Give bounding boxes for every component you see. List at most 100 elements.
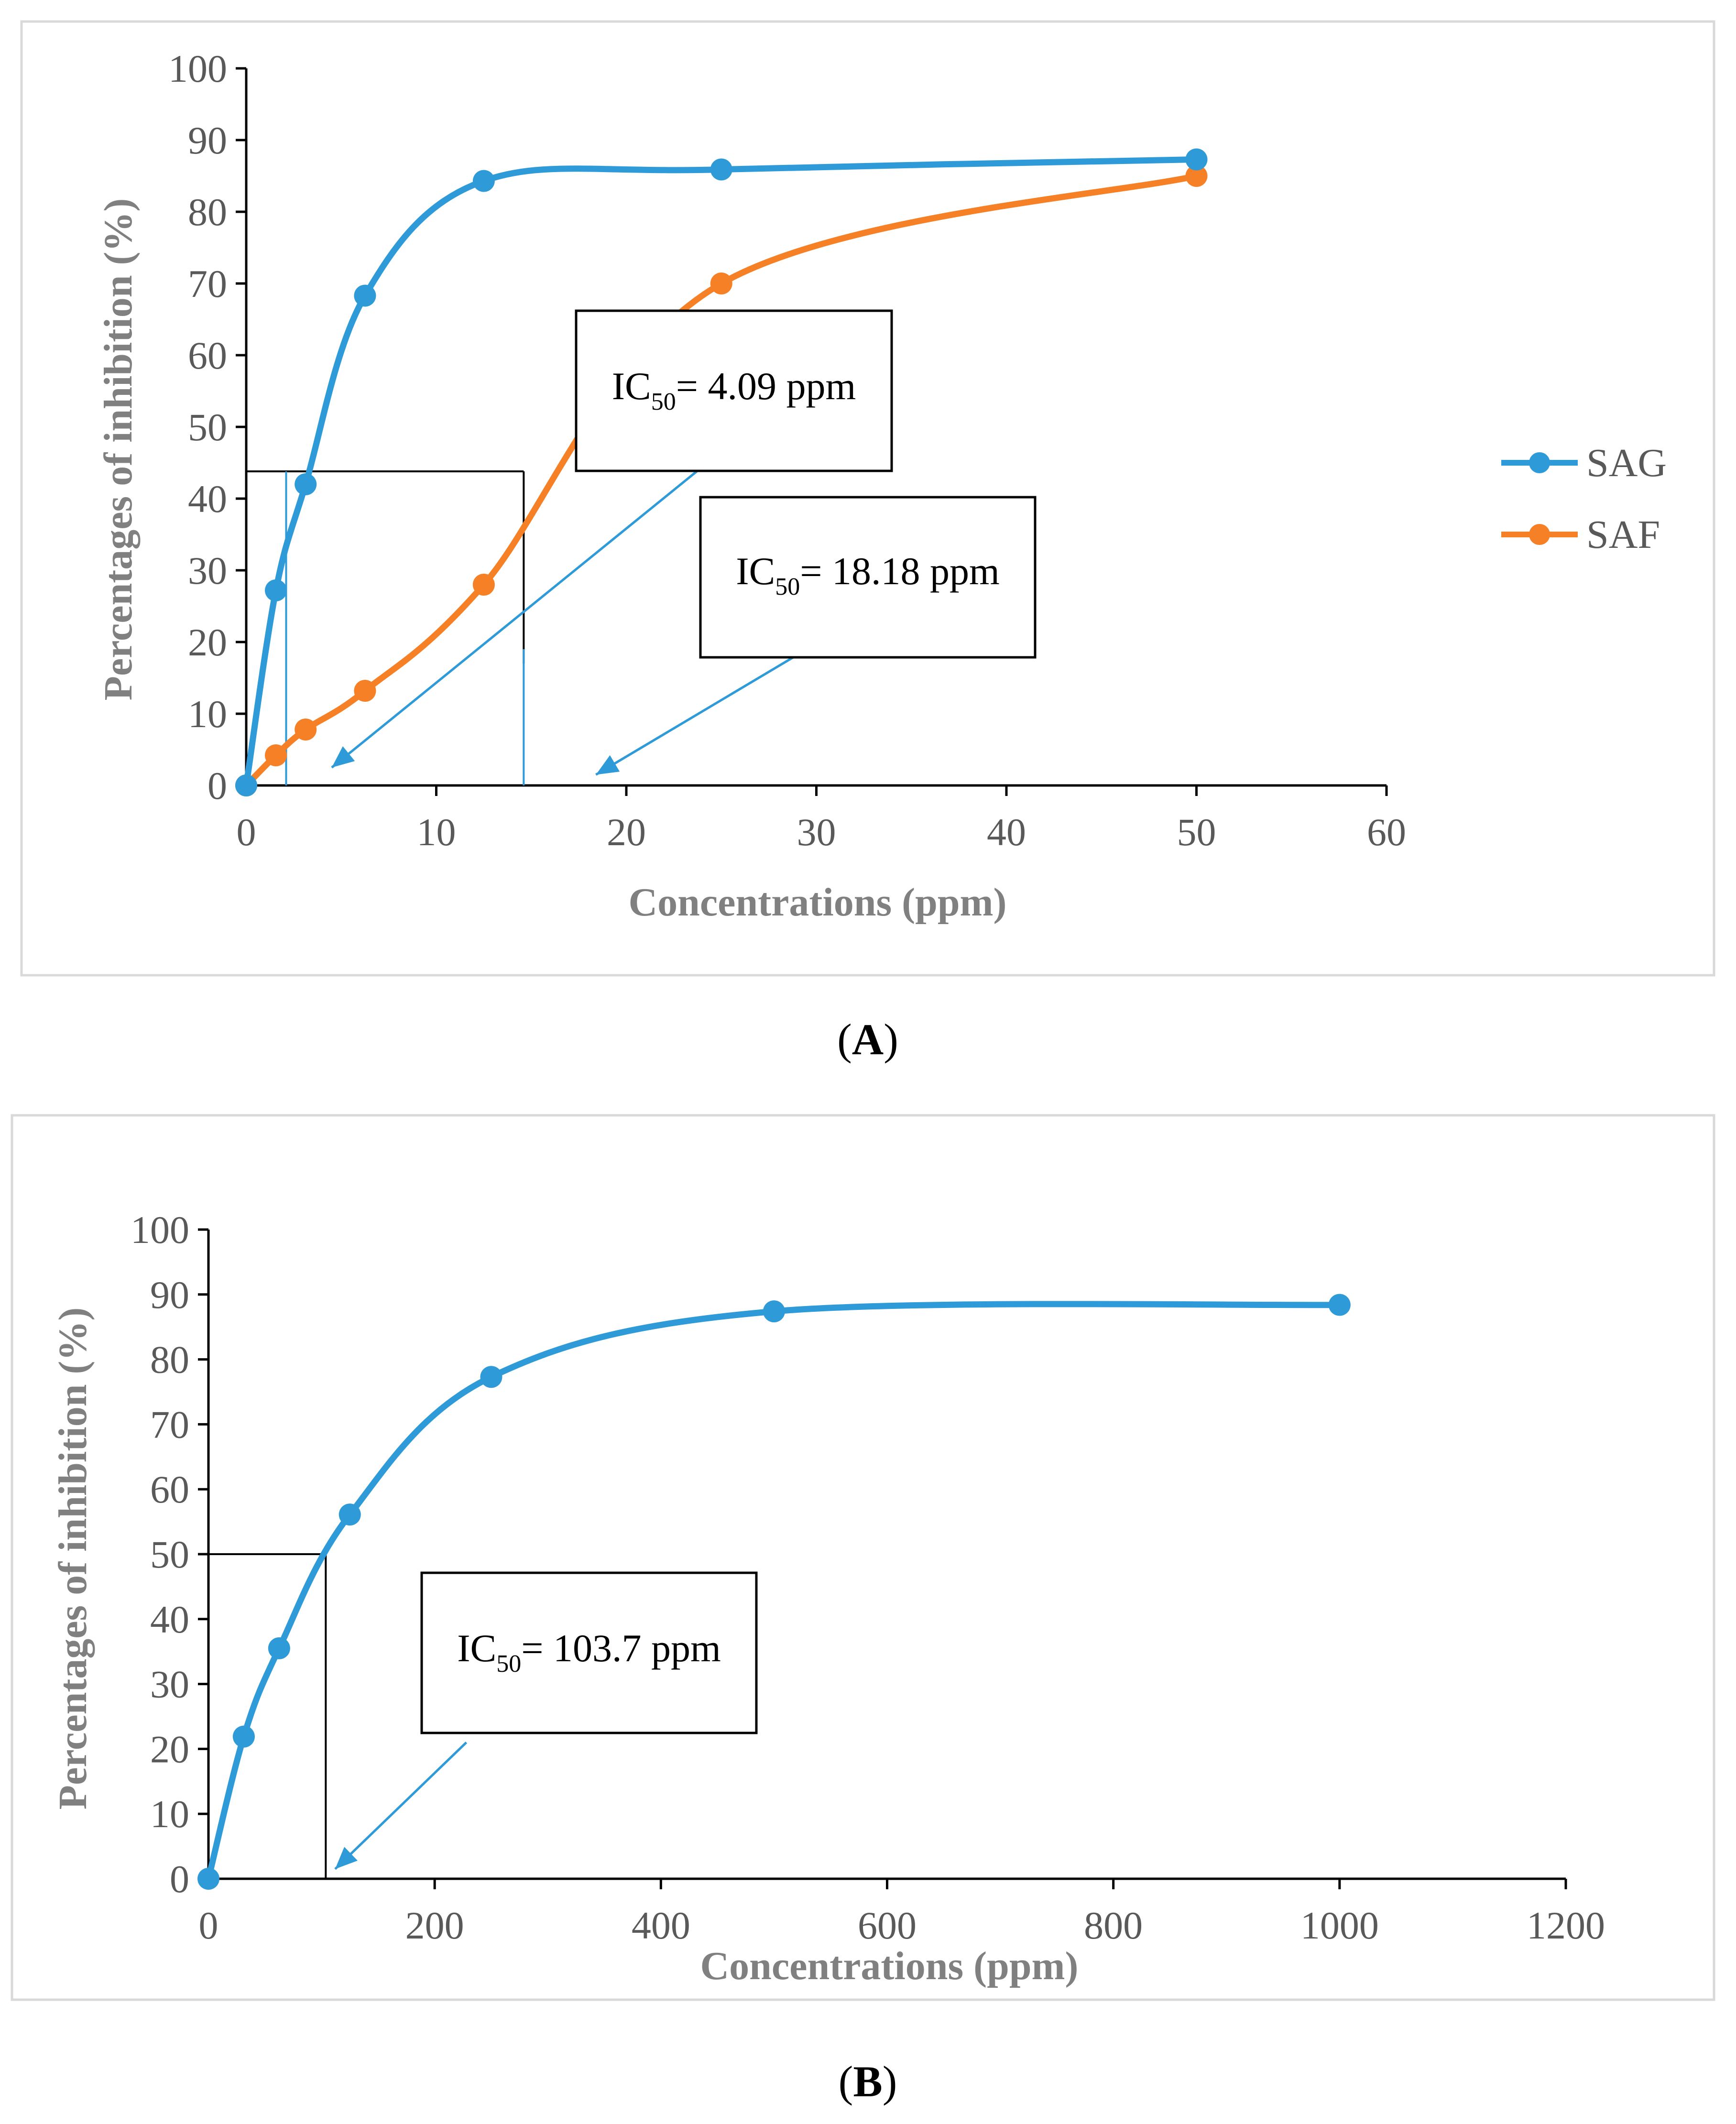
y-tick-label-a: 70 (188, 262, 227, 305)
data-point-saf-a (354, 680, 376, 702)
y-tick-label-a: 60 (188, 334, 227, 377)
ic50-label-saf: IC50= 18.18 ppm (736, 549, 1000, 600)
y-tick-label-a: 90 (188, 119, 227, 162)
ic50-prefix-saf: IC (736, 549, 775, 593)
chart-b-ylabel: Percentages of inhibition (%) (51, 1307, 95, 1810)
legend-label-sag: SAG (1586, 441, 1667, 485)
ic50-label-sag: IC50= 4.09 ppm (612, 364, 856, 415)
series-line-sag-a (243, 156, 1200, 789)
y-tick-label-a: 80 (188, 190, 227, 234)
ic50-sub-sag: 50 (651, 388, 676, 415)
panel-label-a: (A) (837, 1015, 898, 1064)
annotation-arrowhead-a-0 (331, 746, 355, 768)
legend-item-saf: SAF (1501, 512, 1660, 557)
annotation-arrowhead-a-1 (596, 755, 620, 775)
y-tick-label-b: 80 (150, 1338, 189, 1382)
y-tick-label-b: 70 (150, 1403, 189, 1446)
chart-panel-b: 0 200 400 600 800 1000 1200 0 10 20 30 40 50 60 70 80 90… (11, 1114, 1715, 2001)
data-point-sag-a (265, 579, 287, 601)
x-tick-label-b: 1200 (1527, 1904, 1605, 1947)
y-tick-label-b: 20 (150, 1727, 189, 1771)
ic50-value-sag: = 4.09 ppm (676, 364, 856, 408)
x-tick-label-a: 10 (417, 810, 456, 854)
data-point-sag-b (197, 1868, 219, 1890)
chart-a-frame (20, 20, 1715, 977)
series-line-saf-a (243, 173, 1200, 789)
data-point-sag-a (1185, 148, 1208, 171)
ic50-annotation-saf: IC50= 18.18 ppm (699, 496, 1037, 659)
panel-label-a-letter: A (852, 1015, 884, 1064)
y-tick-label-b: 60 (150, 1468, 189, 1511)
x-tick-label-b: 400 (632, 1904, 690, 1947)
y-tick-label-a: 10 (188, 692, 227, 736)
x-tick-label-a: 60 (1367, 810, 1406, 854)
legend-marker-sag (1529, 452, 1550, 473)
x-tick-label-a: 50 (1177, 810, 1216, 854)
y-tick-label-a: 40 (188, 477, 227, 521)
data-point-sag-b (268, 1637, 290, 1659)
y-tick-label-b: 50 (150, 1533, 189, 1576)
x-tick-label-a: 0 (237, 810, 256, 854)
legend: SAG SAF (1501, 441, 1667, 557)
x-tick-label-b: 1000 (1300, 1904, 1379, 1947)
panel-label-b-letter: B (853, 2057, 882, 2106)
data-point-sag-b (338, 1503, 361, 1526)
data-point-sag-a (710, 158, 732, 181)
y-tick-label-b: 30 (150, 1663, 189, 1706)
series-line-sag-b (205, 1301, 1343, 1882)
x-tick-label-b: 0 (199, 1904, 218, 1947)
x-tick-label-a: 20 (607, 810, 646, 854)
y-tick-label-a: 50 (188, 405, 227, 449)
y-tick-label-a: 100 (168, 47, 227, 90)
y-tick-label-a: 30 (188, 549, 227, 592)
plot-area-b: 0 200 400 600 800 1000 1200 0 10 20 30 40 50 60 70 80 90… (131, 1208, 1605, 1947)
y-tick-label-b: 0 (170, 1857, 189, 1901)
y-tick-label-b: 10 (150, 1792, 189, 1836)
data-point-sag-b (480, 1366, 502, 1388)
ic50-label-b: IC50= 103.7 ppm (457, 1626, 721, 1677)
legend-marker-saf (1529, 524, 1550, 545)
data-point-saf-a (295, 719, 317, 741)
ic50-annotation-b: IC50= 103.7 ppm (420, 1571, 758, 1734)
panel-label-b: (B) (839, 2057, 897, 2106)
data-point-saf-a (1185, 165, 1208, 187)
x-tick-label-a: 30 (797, 810, 836, 854)
plot-area-a: 0 10 20 30 40 50 60 0 10 20 30 40 50 60 70 80 90 100 (168, 47, 1406, 854)
chart-b-frame (11, 1114, 1715, 2001)
data-point-saf-a (710, 272, 732, 294)
x-tick-label-b: 800 (1084, 1904, 1143, 1947)
data-point-sag-b (232, 1725, 255, 1748)
ic50-value-saf: = 18.18 ppm (800, 549, 1000, 593)
x-tick-label-b: 600 (858, 1904, 917, 1947)
ic50-box-saf (699, 496, 1037, 659)
ic50-sub-saf: 50 (775, 573, 800, 600)
ic50-annotation-sag: IC50= 4.09 ppm (575, 309, 893, 472)
data-point-sag-a (235, 774, 257, 796)
chart-a-xlabel: Concentrations (ppm) (629, 880, 1007, 925)
chart-b-xlabel: Concentrations (ppm) (700, 1944, 1079, 1988)
x-tick-label-b: 200 (405, 1904, 464, 1947)
ic50-value-b: = 103.7 ppm (521, 1626, 721, 1670)
legend-item-sag: SAG (1501, 441, 1667, 485)
data-point-sag-b (1328, 1294, 1351, 1316)
y-tick-label-b: 40 (150, 1598, 189, 1641)
data-point-saf-a (472, 574, 495, 596)
ic50-box-sag (575, 309, 893, 472)
ic50-sub-b: 50 (496, 1650, 521, 1677)
legend-label-saf: SAF (1586, 512, 1660, 557)
data-point-sag-a (472, 170, 495, 192)
x-tick-label-a: 40 (987, 810, 1026, 854)
data-point-sag-a (295, 473, 317, 495)
chart-a-ylabel: Percentages of inhibition (%) (96, 198, 141, 701)
data-point-sag-b (763, 1300, 785, 1323)
y-tick-label-a: 0 (207, 764, 227, 807)
y-tick-label-a: 20 (188, 621, 227, 664)
ic50-prefix-b: IC (457, 1626, 496, 1670)
annotation-arrow-b-0 (334, 1742, 468, 1870)
chart-panel-a: 0 10 20 30 40 50 60 0 10 20 30 40 50 60 70 80 90 100 Conc… (20, 20, 1715, 977)
data-point-sag-a (354, 284, 376, 307)
y-tick-label-b: 100 (131, 1208, 189, 1252)
data-point-saf-a (265, 744, 287, 766)
annotation-arrowhead-b-0 (335, 1847, 358, 1869)
